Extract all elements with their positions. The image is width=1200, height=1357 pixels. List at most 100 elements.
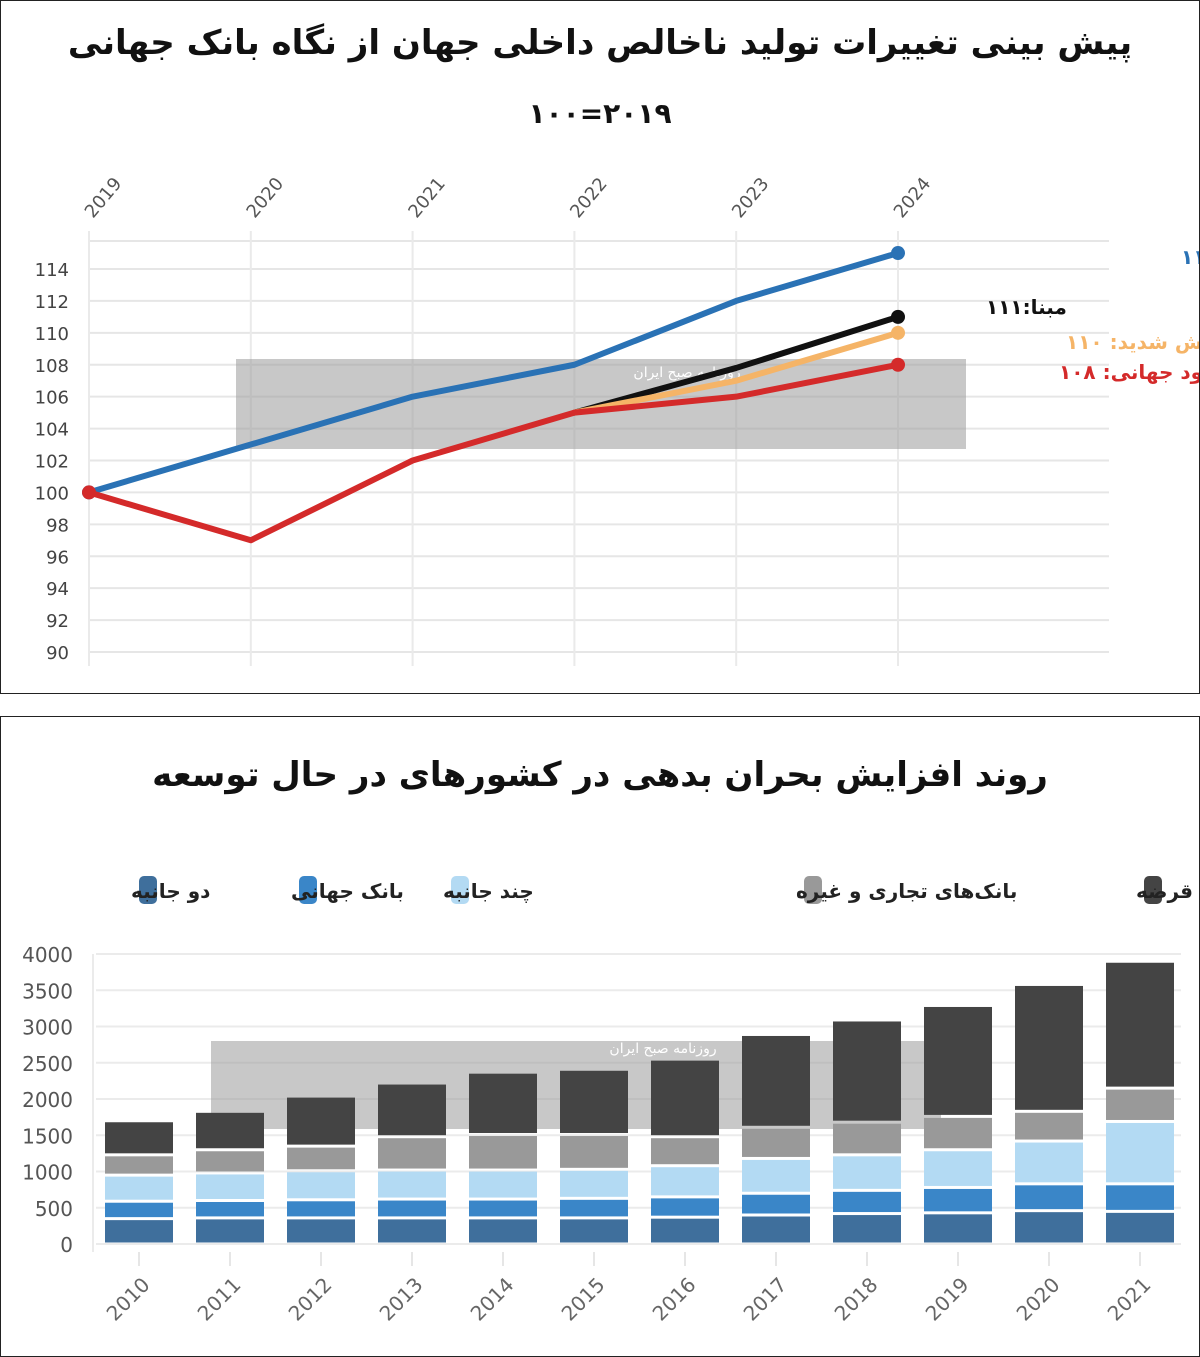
bar-segment — [924, 1117, 992, 1149]
y-tick-label: 110 — [35, 324, 69, 345]
x-tick-label: 2019 — [921, 1273, 974, 1326]
bar-segment — [378, 1171, 446, 1198]
legend-label: بانک جهانی — [291, 879, 404, 903]
legend-label: دو جانبه — [131, 879, 210, 903]
bar-segment — [742, 1035, 810, 1126]
bar-segment — [105, 1156, 173, 1174]
bar-segment — [1106, 1089, 1174, 1120]
y-tick-label: 3000 — [22, 1016, 73, 1040]
x-tick-label: 2012 — [284, 1273, 337, 1326]
series-line — [86, 250, 901, 496]
x-tick-label: 2019 — [81, 174, 127, 223]
bar-segment — [742, 1159, 810, 1192]
line-chart: 90 92 94 96 98 100 102 104 106 108 110 112 114 2019 20… — [35, 174, 1199, 666]
start-point — [82, 485, 96, 500]
y-tick-label: 114 — [35, 260, 69, 281]
legend-label: بانک‌های تجاری و غیره — [796, 879, 1017, 903]
bar-segment — [287, 1147, 355, 1170]
bar-segment — [924, 1214, 992, 1243]
series-label: کاهش شدید: ۱۱۰ — [1066, 330, 1199, 354]
x-tick-label: 2021 — [404, 174, 450, 223]
x-tick-label: 2010 — [102, 1273, 155, 1326]
bar-segment — [196, 1151, 264, 1172]
bar-segment — [1015, 1112, 1083, 1140]
y-tick-label: 98 — [46, 515, 69, 536]
y-tick-label: 500 — [35, 1197, 73, 1221]
bar-segment — [287, 1172, 355, 1199]
bar-segment — [1106, 1122, 1174, 1183]
bar-segment — [560, 1070, 628, 1134]
series-line — [571, 329, 901, 416]
debt-crisis-panel: روند افزایش بحران بدهی در کشورهای در حال… — [0, 716, 1200, 1357]
bar-segment — [924, 1151, 992, 1186]
bar-segment — [469, 1200, 537, 1217]
bar-segment — [742, 1216, 810, 1243]
y-tick-label: 104 — [35, 420, 69, 441]
stacked-bar-chart: 0 500 1000 1500 2000 2500 3000 3500 4000 دو جانبه… — [22, 876, 1199, 1326]
bar-segment — [378, 1200, 446, 1217]
y-tick-label: 94 — [46, 579, 69, 600]
series-line — [86, 361, 901, 544]
legend-swatch — [299, 876, 317, 904]
bar-segment — [105, 1122, 173, 1154]
legend-swatch — [1144, 876, 1162, 904]
bar-segment — [924, 1188, 992, 1212]
y-tick-label: 3500 — [22, 979, 73, 1003]
bar-segment — [105, 1176, 173, 1200]
chart-title: پیش بینی تغییرات تولید ناخالص داخلی جهان… — [67, 23, 1133, 63]
x-tick-label: 2017 — [739, 1273, 792, 1326]
bar-segment — [287, 1201, 355, 1217]
x-tick-label: 2015 — [557, 1273, 610, 1326]
x-tick-label: 2023 — [728, 174, 774, 223]
x-tick-label: 2024 — [890, 174, 936, 223]
end-point — [891, 325, 905, 340]
series-label: مبنا:۱۱۱ — [986, 295, 1067, 319]
x-tick-label: 2016 — [648, 1273, 701, 1326]
bar-segment — [1106, 1185, 1174, 1210]
x-tick-label: 2013 — [375, 1273, 428, 1326]
bar-segment — [1015, 1185, 1083, 1210]
end-point — [891, 309, 905, 324]
x-tick-label: 2011 — [193, 1273, 246, 1326]
y-tick-label: 102 — [35, 452, 69, 473]
bar-segment — [560, 1136, 628, 1168]
bar-segment — [378, 1219, 446, 1243]
bar-segment — [469, 1073, 537, 1134]
y-tick-label: 100 — [35, 483, 69, 504]
bar-segment — [560, 1170, 628, 1197]
bar-segment — [1015, 1212, 1083, 1243]
bar-segment — [651, 1138, 719, 1165]
y-tick-label: 106 — [35, 388, 69, 409]
bar-segment — [287, 1097, 355, 1145]
y-tick-label: 112 — [35, 292, 69, 313]
y-tick-label: 0 — [60, 1233, 73, 1257]
y-tick-label: 2500 — [22, 1052, 73, 1076]
bar-segment — [833, 1123, 901, 1154]
legend-swatch — [804, 876, 822, 904]
series-label: رکود جهانی: ۱۰۸ — [1059, 360, 1199, 384]
bar-segment — [196, 1174, 264, 1199]
y-tick-label: 90 — [46, 643, 69, 664]
bar-segment — [651, 1198, 719, 1216]
y-tick-label: 108 — [35, 356, 69, 377]
bar-segment — [651, 1167, 719, 1196]
y-tick-label: 2000 — [22, 1088, 73, 1112]
bar-segment — [469, 1171, 537, 1198]
chart-title: روند افزایش بحران بدهی در کشورهای در حال… — [152, 755, 1048, 795]
x-tick-label: 2014 — [466, 1273, 519, 1326]
legend-label: دارندگان اوراق قرضه — [1136, 879, 1199, 903]
y-tick-label: 96 — [46, 547, 69, 568]
x-tick-label: 2020 — [243, 174, 289, 223]
bar-segment — [651, 1060, 719, 1136]
watermark-text: روزنامه صبح ایران — [609, 1041, 716, 1057]
bar-segment — [560, 1219, 628, 1243]
x-tick-label: 2018 — [830, 1273, 883, 1326]
legend-label: چند جانبه — [443, 879, 534, 904]
y-tick-label: 4000 — [22, 943, 73, 967]
legend-swatch — [451, 876, 469, 904]
x-tick-label: 2022 — [566, 174, 612, 223]
bar-segment — [924, 1006, 992, 1115]
x-tick-label: 2020 — [1012, 1273, 1065, 1326]
bar-segment — [1106, 1212, 1174, 1243]
y-tick-label: 1000 — [22, 1161, 73, 1185]
